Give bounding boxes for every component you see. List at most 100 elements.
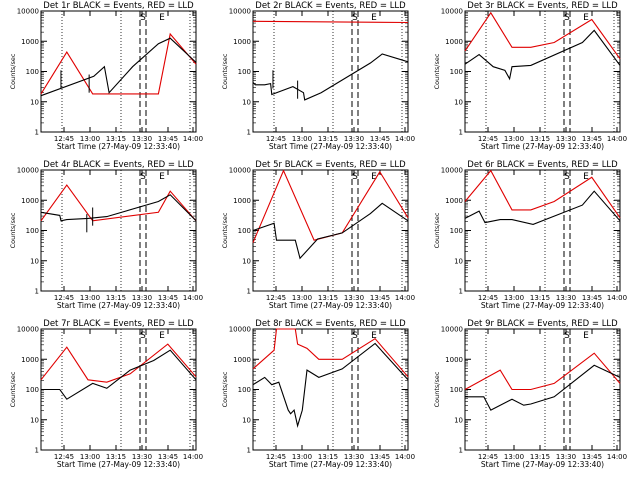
end-marker-label: E	[583, 13, 589, 23]
y-tick-label: 1	[247, 129, 251, 137]
y-axis-label: Counts/sec	[9, 53, 17, 89]
y-tick-label: 100	[26, 68, 39, 76]
x-tick-label: 13:30	[556, 294, 576, 302]
x-tick-label: 14:00	[183, 453, 203, 461]
panel-det-3r: Det 3r BLACK = Events, RED = LLD 1 10 100 10…	[433, 1, 627, 151]
y-tick-label: 10000	[17, 167, 39, 175]
x-tick-label: 12:45	[54, 294, 74, 302]
x-tick-label: 13:00	[80, 135, 100, 143]
x-axis-label: Start Time (27-May-09 12:33:40)	[57, 142, 180, 151]
x-tick-label: 13:45	[370, 135, 390, 143]
end-marker-label: E	[159, 13, 165, 23]
start-marker-label: S	[564, 13, 570, 23]
lld-series-line	[464, 11, 621, 60]
x-tick-label: 13:00	[292, 135, 312, 143]
y-tick-label: 1	[35, 129, 39, 137]
x-tick-label: 13:30	[344, 135, 364, 143]
lld-series-line	[464, 352, 621, 391]
x-tick-label: 13:15	[530, 453, 550, 461]
events-series-line	[464, 190, 621, 225]
panel-det-7r: Det 7r BLACK = Events, RED = LLD 1 10 100 10…	[9, 319, 203, 469]
panel-det-6r: Det 6r BLACK = Events, RED = LLD 1 10 100 10…	[433, 160, 627, 310]
x-tick-label: 13:15	[530, 294, 550, 302]
y-tick-label: 1000	[21, 38, 39, 46]
x-tick-label: 13:15	[106, 135, 126, 143]
y-tick-label: 1000	[233, 197, 251, 205]
x-tick-label: 13:00	[80, 453, 100, 461]
lld-series-line	[464, 169, 621, 219]
plot-frame	[464, 169, 621, 292]
y-axis-label: Counts/sec	[433, 371, 441, 407]
y-tick-label: 10000	[441, 167, 463, 175]
y-tick-label: 10000	[17, 326, 39, 334]
y-tick-label: 10	[30, 257, 39, 265]
y-axis-label: Counts/sec	[9, 371, 17, 407]
plot-frame	[464, 328, 621, 451]
x-tick-label: 14:00	[607, 453, 627, 461]
x-tick-label: 13:30	[556, 453, 576, 461]
x-tick-label: 13:30	[132, 135, 152, 143]
y-tick-label: 1	[459, 129, 463, 137]
x-axis-label: Start Time (27-May-09 12:33:40)	[481, 460, 604, 469]
x-tick-label: 14:00	[607, 294, 627, 302]
x-tick-label: 13:00	[504, 135, 524, 143]
x-tick-label: 12:45	[266, 453, 286, 461]
y-tick-label: 10	[242, 257, 251, 265]
x-tick-label: 13:00	[504, 294, 524, 302]
panel-det-1r: Det 1r BLACK = Events, RED = LLD 1 10 100 10…	[9, 1, 203, 151]
y-tick-label: 100	[450, 386, 463, 394]
y-tick-label: 1	[247, 447, 251, 455]
x-tick-label: 13:15	[318, 453, 338, 461]
y-tick-label: 1000	[445, 356, 463, 364]
lld-series-line	[252, 169, 409, 243]
x-tick-label: 12:45	[478, 453, 498, 461]
end-marker-label: E	[371, 172, 377, 182]
events-series-line	[465, 364, 621, 411]
x-tick-label: 13:15	[106, 294, 126, 302]
y-tick-label: 1	[35, 447, 39, 455]
x-tick-label: 13:30	[344, 294, 364, 302]
x-tick-label: 12:45	[54, 135, 74, 143]
x-tick-label: 13:45	[158, 135, 178, 143]
y-tick-label: 100	[450, 227, 463, 235]
events-series-line	[252, 202, 409, 260]
events-series-line	[41, 349, 197, 400]
y-tick-label: 10	[30, 98, 39, 106]
start-marker-label: S	[352, 172, 358, 182]
y-tick-label: 1000	[445, 38, 463, 46]
y-tick-label: 1000	[233, 38, 251, 46]
x-tick-label: 13:30	[556, 135, 576, 143]
y-tick-label: 10	[242, 416, 251, 424]
y-tick-label: 1000	[233, 356, 251, 364]
y-tick-label: 10000	[229, 8, 251, 16]
y-tick-label: 10000	[17, 8, 39, 16]
x-tick-label: 12:45	[54, 453, 74, 461]
y-tick-label: 10000	[441, 8, 463, 16]
x-tick-label: 13:00	[292, 294, 312, 302]
y-axis-label: Counts/sec	[433, 212, 441, 248]
x-axis-label: Start Time (27-May-09 12:33:40)	[481, 142, 604, 151]
y-tick-label: 10000	[441, 326, 463, 334]
x-tick-label: 14:00	[607, 135, 627, 143]
y-tick-label: 10	[454, 416, 463, 424]
x-axis-label: Start Time (27-May-09 12:33:40)	[57, 460, 180, 469]
y-tick-label: 1	[459, 288, 463, 296]
x-tick-label: 13:30	[132, 294, 152, 302]
events-series-line	[464, 29, 621, 81]
y-tick-label: 10	[30, 416, 39, 424]
y-tick-label: 1	[459, 447, 463, 455]
panel-title: Det 6r BLACK = Events, RED = LLD	[467, 160, 618, 170]
start-marker-label: S	[140, 331, 146, 341]
y-tick-label: 10	[242, 98, 251, 106]
start-marker-label: S	[352, 331, 358, 341]
start-marker-label: S	[352, 13, 358, 23]
y-axis-label: Counts/sec	[221, 371, 229, 407]
x-tick-label: 13:45	[158, 453, 178, 461]
lld-series-line	[40, 184, 197, 222]
x-tick-label: 13:15	[318, 294, 338, 302]
y-tick-label: 100	[238, 68, 251, 76]
y-tick-label: 100	[26, 227, 39, 235]
panel-title: Det 4r BLACK = Events, RED = LLD	[43, 160, 194, 170]
x-tick-label: 14:00	[395, 294, 415, 302]
events-series-line	[252, 53, 409, 101]
